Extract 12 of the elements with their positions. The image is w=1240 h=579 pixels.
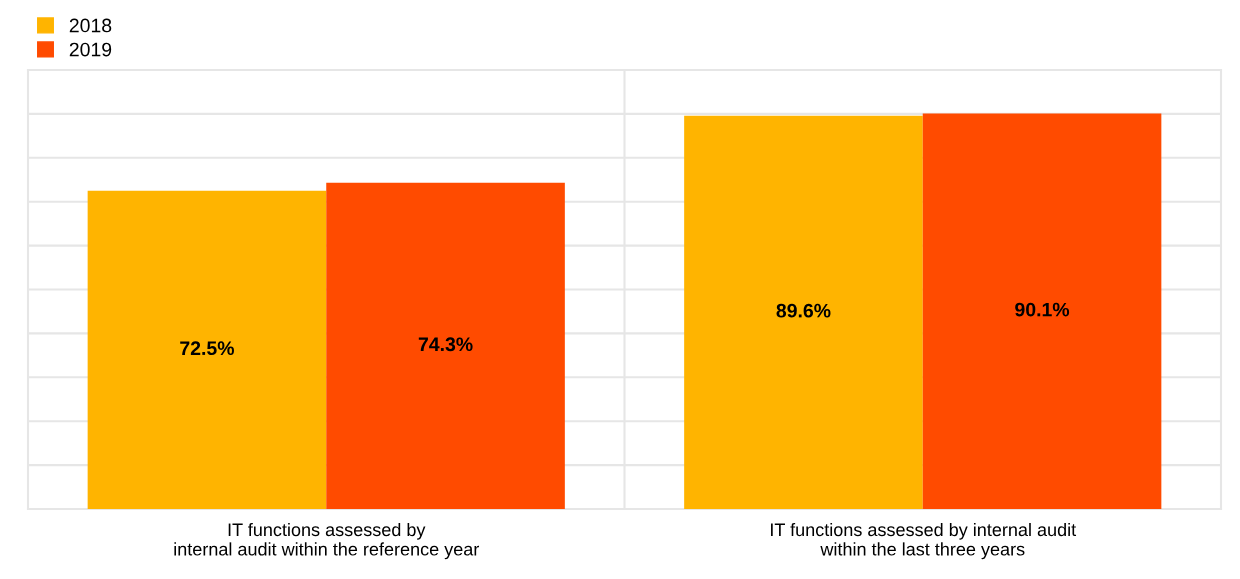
legend-label: 2018 — [69, 18, 112, 33]
data-label: 72.5% — [180, 341, 235, 356]
legend-label: 2019 — [69, 42, 112, 57]
bar — [326, 182, 565, 509]
x-tick-label: IT functions assessed by internal audit within the last three years — [771, 522, 1077, 560]
data-label: 89.6% — [776, 303, 831, 318]
bar — [922, 113, 1162, 509]
x-tick-label: IT functions assessed by internal audit within the reference year — [174, 522, 480, 560]
data-label: 90.1% — [1015, 302, 1070, 317]
bar — [87, 190, 327, 509]
data-label: 74.3% — [418, 337, 473, 352]
bar — [684, 115, 923, 509]
